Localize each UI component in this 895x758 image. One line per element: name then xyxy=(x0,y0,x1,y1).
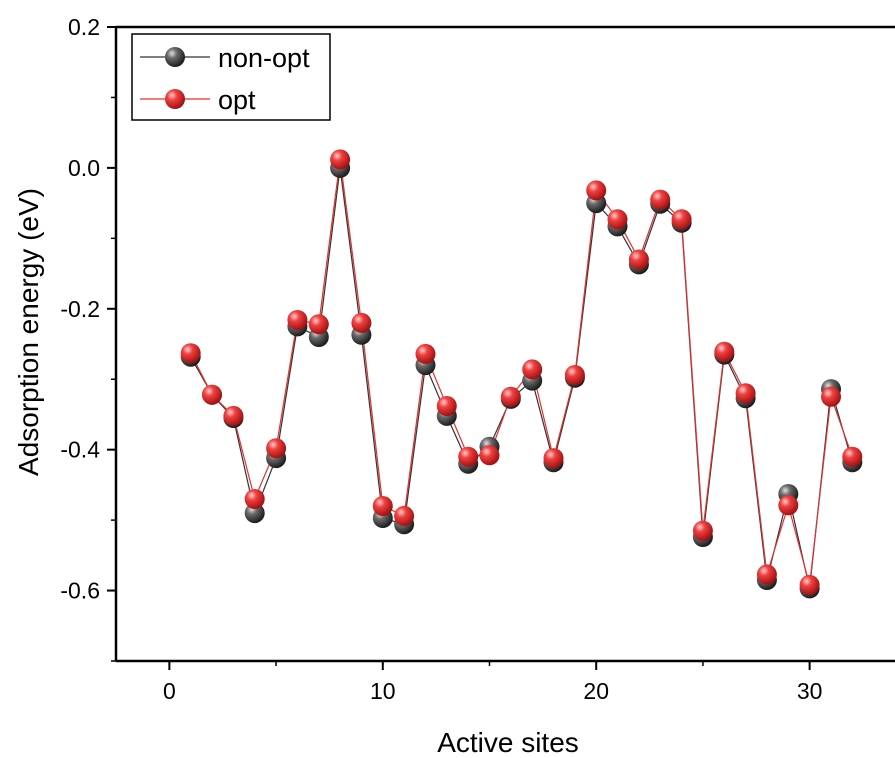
data-point-non-opt xyxy=(244,503,265,524)
axis-ticks: 0.2 0.0 -0.2 -0.4 -0.6 0 10 20 30 xyxy=(60,14,822,704)
x-tick-label: 30 xyxy=(797,678,823,704)
y-tick-label: -0.4 xyxy=(60,437,100,463)
data-point-opt xyxy=(522,359,543,380)
data-point-opt xyxy=(330,149,351,170)
data-point-opt xyxy=(202,384,222,405)
data-point-opt xyxy=(244,489,265,509)
data-point-opt xyxy=(799,574,820,595)
x-tick-label: 0 xyxy=(163,678,176,704)
series-lines xyxy=(190,159,853,589)
data-point-opt xyxy=(671,209,692,230)
data-point-opt xyxy=(564,365,585,385)
data-point-opt xyxy=(500,386,521,407)
data-point-opt xyxy=(308,314,329,335)
y-tick-label: 0.0 xyxy=(68,155,100,181)
legend-marker-opt xyxy=(165,89,185,109)
data-point-opt xyxy=(586,180,607,201)
data-point-opt xyxy=(372,496,393,516)
data-point-opt xyxy=(735,383,756,404)
data-point-opt xyxy=(415,343,436,364)
data-point-opt xyxy=(842,446,863,467)
x-tick-label: 10 xyxy=(370,678,396,704)
data-point-opt xyxy=(436,396,457,416)
legend-box xyxy=(131,33,331,121)
data-point-opt xyxy=(756,564,777,585)
y-axis-title: Adsorption energy (eV) xyxy=(13,188,44,476)
data-point-opt xyxy=(287,310,308,330)
legend-marker-non-opt xyxy=(165,47,185,67)
x-axis-title: Active sites xyxy=(437,727,579,758)
data-point-opt xyxy=(266,438,287,459)
data-point-opt xyxy=(479,445,500,466)
y-tick-label: 0.2 xyxy=(68,14,100,40)
data-point-opt xyxy=(714,341,735,362)
x-tick-label: 20 xyxy=(583,678,609,704)
series-line-non-opt xyxy=(190,167,853,589)
series-points xyxy=(180,149,863,599)
legend-label-opt: opt xyxy=(218,85,256,115)
data-point-opt xyxy=(628,249,649,270)
data-point-opt xyxy=(458,446,479,467)
data-point-opt xyxy=(223,405,244,426)
data-point-opt xyxy=(778,495,799,516)
data-point-opt xyxy=(543,448,564,469)
data-point-opt xyxy=(394,505,415,526)
data-point-opt xyxy=(180,343,201,364)
legend: non-opt opt xyxy=(131,33,331,121)
data-point-opt xyxy=(351,312,372,333)
data-point-opt xyxy=(821,386,841,407)
y-tick-label: -0.6 xyxy=(60,578,100,604)
y-tick-label: -0.2 xyxy=(60,296,100,322)
data-point-opt xyxy=(692,520,713,541)
legend-label-non-opt: non-opt xyxy=(218,43,310,73)
data-point-opt xyxy=(650,189,671,210)
data-point-opt xyxy=(607,209,628,230)
